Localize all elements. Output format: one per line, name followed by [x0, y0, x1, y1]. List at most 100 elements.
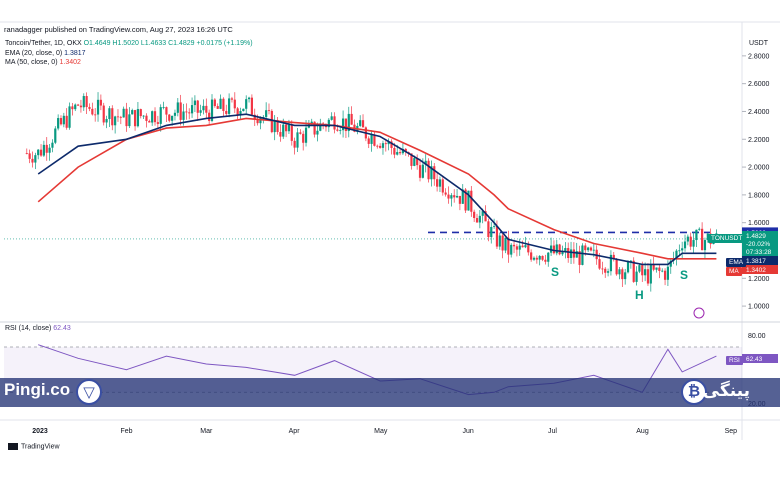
candle-body	[142, 115, 145, 117]
candle-body	[233, 99, 236, 109]
time-axis-label: 2023	[32, 428, 48, 435]
candle-body	[185, 111, 188, 113]
candle-body	[265, 110, 268, 117]
ma-legend: MA (50, close, 0) 1.3402	[5, 59, 81, 66]
ema-legend-value: 1.3817	[64, 50, 86, 57]
candle-body	[96, 99, 100, 115]
candle-body	[561, 251, 564, 255]
candle-body	[393, 147, 396, 155]
candle-body	[193, 100, 197, 106]
candle-body	[54, 128, 57, 143]
price-axis-label: 2.6000	[748, 81, 770, 88]
candle-body	[683, 241, 687, 249]
candle-body	[646, 269, 650, 284]
candle-body	[535, 257, 538, 260]
candle-body	[527, 245, 530, 253]
candle-body	[649, 264, 652, 284]
candle-body	[344, 118, 348, 132]
candle-body	[401, 148, 405, 154]
candle-body	[703, 240, 707, 251]
candle-body	[245, 99, 248, 109]
candle-body	[663, 270, 667, 280]
candle-body	[28, 153, 31, 159]
candle-body	[122, 108, 125, 118]
candle-body	[350, 113, 353, 125]
candle-body	[276, 119, 279, 132]
candle-body	[678, 250, 681, 252]
candle-body	[310, 121, 313, 124]
candle-body	[222, 98, 225, 111]
symbol-name: Toncoin/Tether, 1D, OKX	[5, 40, 82, 47]
candle-body	[475, 218, 479, 223]
candle-body	[119, 116, 122, 118]
candle-body	[436, 179, 439, 187]
candle-body	[242, 108, 245, 112]
candle-body	[74, 104, 77, 110]
candle-body	[299, 132, 302, 134]
pattern-label: S	[551, 265, 559, 279]
alert-icon	[693, 307, 705, 319]
candle-body	[105, 119, 108, 123]
candle-body	[424, 160, 427, 165]
candle-body	[387, 141, 390, 145]
candle-body	[216, 106, 219, 109]
candle-body	[376, 145, 379, 147]
candle-body	[695, 229, 698, 241]
candle-body	[493, 226, 496, 227]
candle-body	[68, 106, 71, 128]
symbol-legend: Toncoin/Tether, 1D, OKX O1.4649 H1.5020 …	[5, 40, 253, 47]
candle-body	[176, 102, 179, 113]
candle-body	[131, 110, 134, 115]
candle-body	[504, 237, 507, 251]
pattern-label: S	[680, 268, 688, 282]
candle-body	[139, 109, 142, 117]
price-badge-symbol: TONUSDT	[711, 235, 743, 242]
candle-body	[618, 269, 621, 275]
time-axis-label: Feb	[121, 428, 133, 435]
candle-body	[205, 105, 208, 113]
candle-body	[313, 121, 316, 135]
time-axis-label: May	[374, 428, 388, 435]
time-axis-label: Jul	[548, 428, 557, 435]
candle-body	[379, 145, 382, 148]
candle-body	[464, 189, 467, 211]
candle-body	[518, 245, 521, 250]
candle-body	[612, 254, 615, 260]
time-axis-label: Mar	[200, 428, 213, 435]
time-axis-label: Sep	[725, 428, 738, 435]
candle-body	[655, 267, 658, 270]
candle-body	[290, 124, 293, 141]
candle-body	[287, 124, 291, 132]
tradingview-text: TradingView	[21, 443, 60, 451]
brand-right-text: پینگی	[702, 381, 750, 400]
candle-body	[62, 115, 65, 125]
candle-body	[421, 164, 424, 178]
candle-body	[461, 189, 464, 204]
candle-body	[621, 269, 624, 280]
candle-body	[45, 144, 48, 153]
candle-body	[34, 155, 37, 163]
candle-body	[572, 249, 575, 258]
candle-body	[188, 112, 191, 114]
ema-line	[37, 113, 717, 266]
ma-badge: MA	[726, 267, 742, 276]
candle-body	[51, 142, 54, 148]
candle-body	[247, 97, 251, 100]
candle-body	[128, 114, 131, 127]
candle-body	[327, 119, 330, 128]
candle-body	[39, 149, 43, 156]
candle-body	[91, 108, 94, 115]
candle-body	[202, 105, 205, 111]
candle-body	[284, 124, 288, 132]
candle-body	[25, 153, 28, 154]
currency-label[interactable]: USDT	[748, 40, 768, 47]
candle-body	[259, 118, 262, 124]
candle-body	[453, 195, 456, 198]
candle-body	[547, 252, 550, 262]
price-axis-label: 1.2000	[748, 276, 770, 283]
candle-body	[94, 114, 97, 116]
candle-body	[225, 110, 228, 114]
candle-body	[635, 271, 638, 282]
candle-body	[267, 110, 271, 112]
